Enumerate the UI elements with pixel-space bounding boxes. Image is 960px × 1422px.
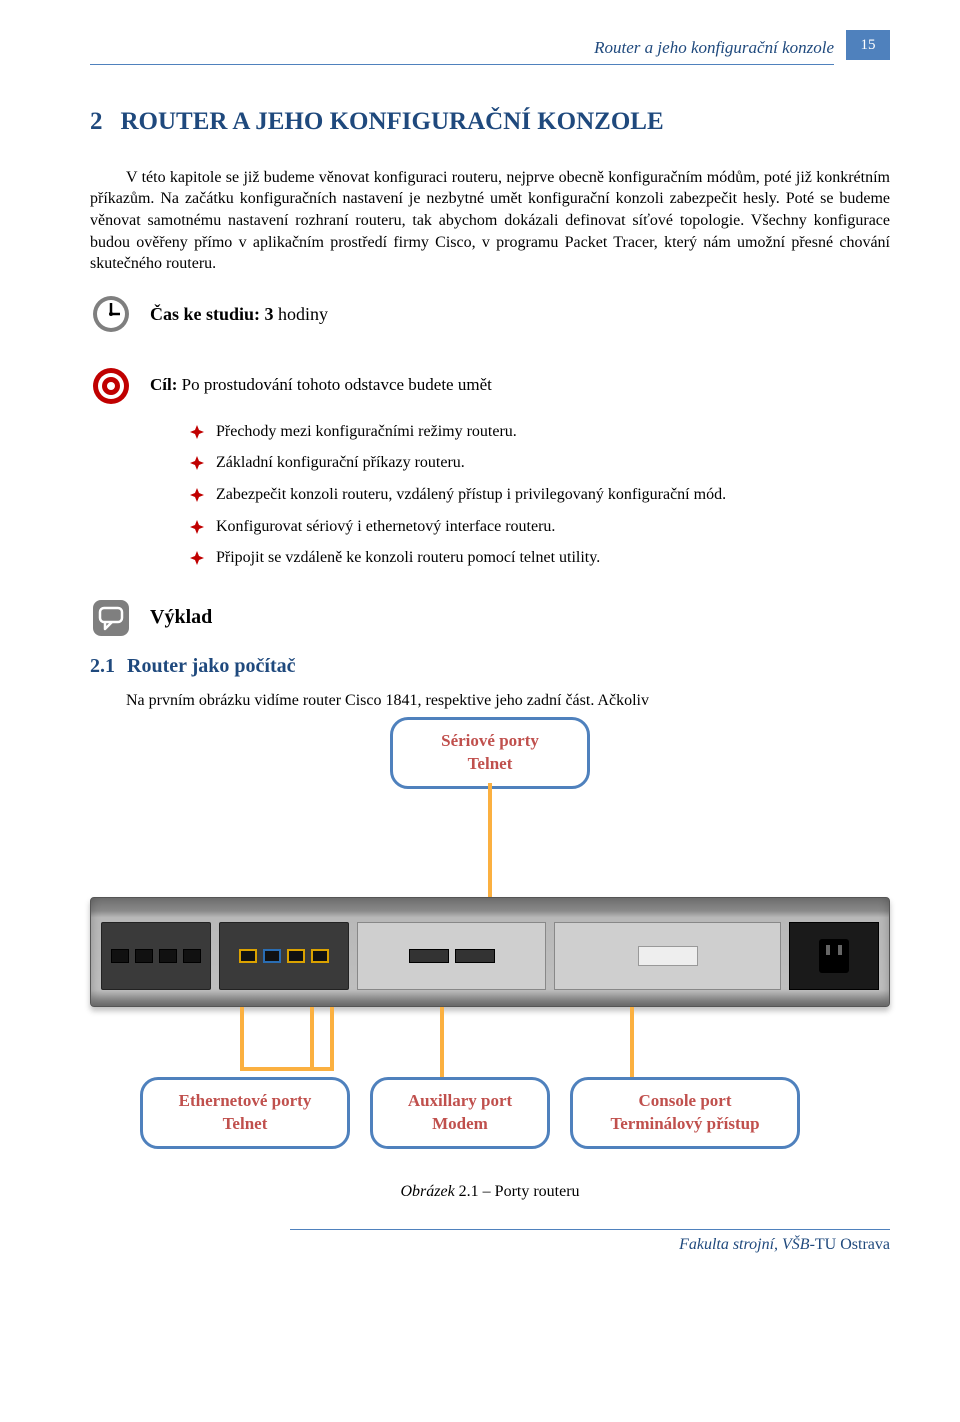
- connector-line: [240, 1067, 334, 1071]
- footer-plain: TU Ostrava: [815, 1236, 890, 1253]
- intro-paragraph: V této kapitole se již budeme věnovat ko…: [90, 167, 890, 275]
- figure-caption: Obrázek 2.1 – Porty routeru: [90, 1181, 890, 1203]
- connector-line: [240, 1007, 244, 1067]
- study-time-label: Čas ke studiu: 3 hodiny: [150, 302, 328, 326]
- chapter-number: 2: [90, 105, 103, 139]
- goal-bullets: Přechody mezi konfiguračními režimy rout…: [190, 421, 890, 569]
- bullet-icon: [190, 488, 204, 502]
- page-number-badge: 15: [846, 30, 890, 60]
- study-time-unit: hodiny: [274, 304, 329, 324]
- callout-line: Terminálový přístup: [591, 1113, 779, 1136]
- header-rule: [90, 64, 834, 65]
- router-panel-left: [101, 922, 211, 990]
- list-item-text: Přechody mezi konfiguračními režimy rout…: [216, 421, 517, 443]
- footer-text: Fakulta strojní, VŠB-TU Ostrava: [90, 1234, 890, 1256]
- list-item-text: Zabezpečit konzoli routeru, vzdálený pří…: [216, 484, 726, 506]
- bullet-icon: [190, 551, 204, 565]
- router-diagram: Sériové porty Telnet CISCO 1841: [90, 717, 890, 1177]
- section-heading: 2.1 Router jako počítač: [90, 653, 890, 680]
- connector-line: [440, 1007, 444, 1077]
- study-time-bold: Čas ke studiu: 3: [150, 304, 274, 324]
- router-body: CISCO 1841: [90, 897, 890, 1007]
- vyklad-title: Výklad: [150, 604, 212, 631]
- goal-title-rest: Po prostudování tohoto odstavce budete u…: [177, 375, 491, 394]
- list-item: Zabezpečit konzoli routeru, vzdálený pří…: [190, 484, 890, 506]
- list-item-text: Připojit se vzdáleně ke konzoli routeru …: [216, 547, 600, 569]
- callout-line: Auxillary port: [408, 1091, 512, 1110]
- vyklad-row: Výklad: [90, 597, 890, 639]
- goal-title: Cíl: Po prostudování tohoto odstavce bud…: [150, 374, 492, 397]
- section-paragraph: Na prvním obrázku vidíme router Cisco 18…: [90, 690, 890, 712]
- callout-line: Modem: [391, 1113, 529, 1136]
- goal-title-bold: Cíl:: [150, 375, 177, 394]
- connector-line: [630, 1007, 634, 1077]
- chapter-heading: 2 ROUTER A JEHO KONFIGURAČNÍ KONZOLE: [90, 105, 890, 139]
- router-panel-eth: [219, 922, 349, 990]
- list-item-text: Základní konfigurační příkazy routeru.: [216, 452, 465, 474]
- page-footer: Fakulta strojní, VŠB-TU Ostrava: [90, 1229, 890, 1256]
- router-psu: [789, 922, 879, 990]
- router-slot: [554, 922, 781, 990]
- chapter-title: ROUTER A JEHO KONFIGURAČNÍ KONZOLE: [121, 105, 664, 139]
- target-icon: [90, 365, 132, 407]
- bullet-icon: [190, 520, 204, 534]
- figure-number: 2.1 –: [455, 1183, 495, 1200]
- list-item: Konfigurovat sériový i ethernetový inter…: [190, 516, 890, 538]
- section-title: Router jako počítač: [127, 653, 296, 680]
- running-title: Router a jeho konfigurační konzole: [594, 37, 834, 60]
- callout-line: Console port: [638, 1091, 731, 1110]
- figure-prefix: Obrázek: [400, 1183, 454, 1200]
- list-item: Připojit se vzdáleně ke konzoli routeru …: [190, 547, 890, 569]
- page-header: Router a jeho konfigurační konzole 15: [90, 30, 890, 60]
- bullet-icon: [190, 425, 204, 439]
- connector-line: [310, 1007, 314, 1067]
- list-item-text: Konfigurovat sériový i ethernetový inter…: [216, 516, 555, 538]
- callout-line: Telnet: [411, 753, 569, 776]
- callout-line: Ethernetové porty: [179, 1091, 312, 1110]
- list-item: Přechody mezi konfiguračními režimy rout…: [190, 421, 890, 443]
- callout-line: Telnet: [161, 1113, 329, 1136]
- list-item: Základní konfigurační příkazy routeru.: [190, 452, 890, 474]
- callout-line: Sériové porty: [441, 731, 539, 750]
- study-time-row: Čas ke studiu: 3 hodiny: [90, 293, 890, 335]
- router-slot: [357, 922, 546, 990]
- bullet-icon: [190, 456, 204, 470]
- connector-line: [488, 783, 492, 897]
- callout-serial: Sériové porty Telnet: [390, 717, 590, 789]
- speech-icon: [90, 597, 132, 639]
- callout-ethernet: Ethernetové porty Telnet: [140, 1077, 350, 1149]
- connector-line: [330, 1007, 334, 1067]
- goal-block: Cíl: Po prostudování tohoto odstavce bud…: [90, 365, 890, 569]
- callout-console: Console port Terminálový přístup: [570, 1077, 800, 1149]
- figure-caption-text: Porty routeru: [495, 1183, 580, 1200]
- footer-italic: Fakulta strojní, VŠB-: [679, 1236, 815, 1253]
- callout-aux: Auxillary port Modem: [370, 1077, 550, 1149]
- footer-rule: [290, 1229, 890, 1230]
- clock-icon: [90, 293, 132, 335]
- section-number: 2.1: [90, 653, 115, 680]
